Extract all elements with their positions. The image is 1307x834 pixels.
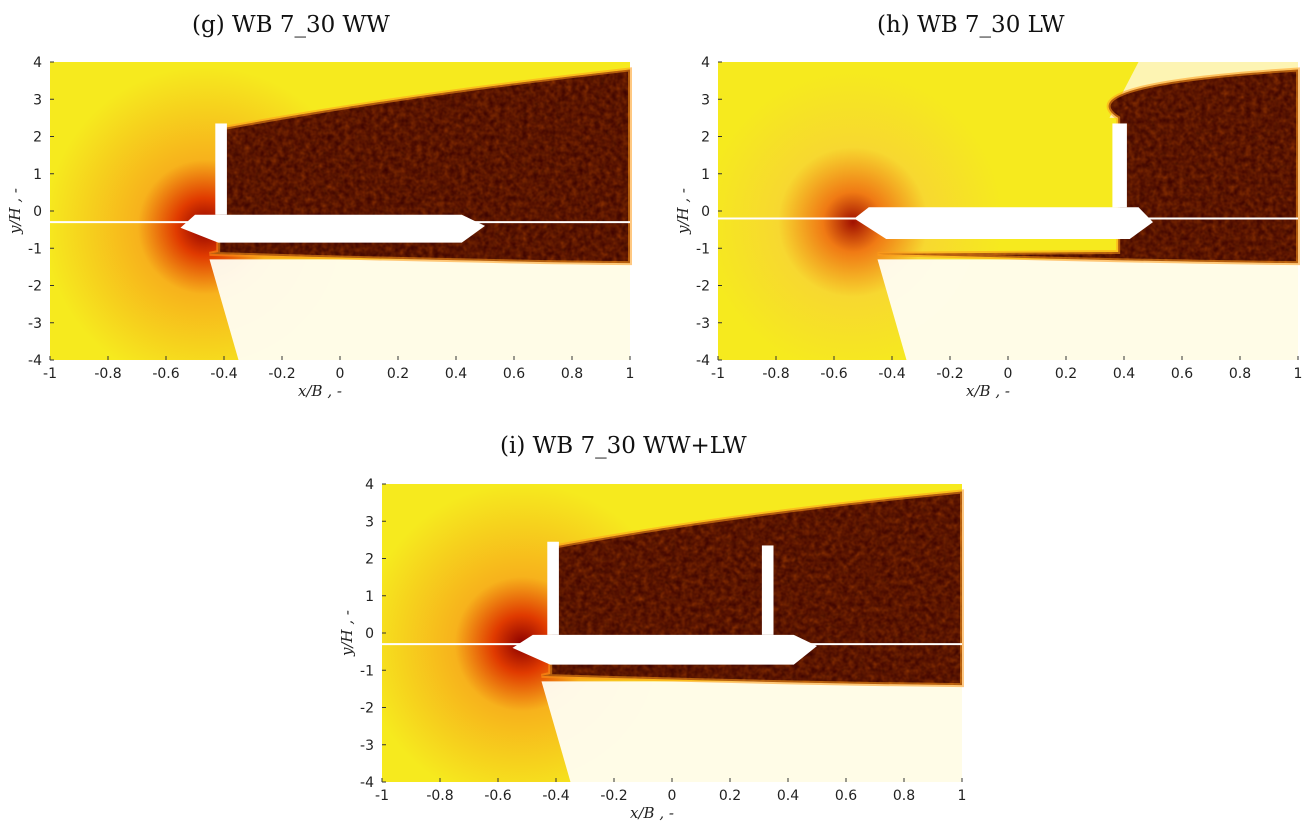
wake-edge bbox=[877, 67, 1300, 266]
y-tick-label: 3 bbox=[701, 92, 710, 108]
y-tick-label: -3 bbox=[696, 316, 710, 332]
y-tick-label: 1 bbox=[33, 167, 42, 183]
x-tick-label: 0.4 bbox=[445, 366, 467, 382]
x-tick-label: -0.8 bbox=[762, 366, 789, 382]
panel-i-title: (i) WB 7_30 WW+LW bbox=[500, 433, 747, 459]
x-tick-label: -0.2 bbox=[600, 788, 627, 804]
y-axis-label: y/H , - bbox=[6, 188, 24, 235]
wake-edge bbox=[209, 67, 632, 266]
y-tick-label: 2 bbox=[365, 552, 374, 568]
y-tick-label: -3 bbox=[28, 316, 42, 332]
fin-2 bbox=[761, 545, 774, 635]
panel-g-plot: -1 -0.8 -0.6 -0.4 -0.2 0 0.2 0.4 0.6 0.8 143210-1-… bbox=[6, 55, 635, 400]
x-tick-label: 0.2 bbox=[1055, 366, 1077, 382]
y-tick-label: -2 bbox=[696, 279, 710, 295]
y-tick-label: -2 bbox=[360, 701, 374, 717]
x-tick-label: 0.6 bbox=[1171, 366, 1193, 382]
y-tick-label: 4 bbox=[365, 477, 374, 493]
x-tick-label: -0.8 bbox=[426, 788, 453, 804]
x-axis-label: x/B , - bbox=[630, 804, 674, 822]
hull-shape bbox=[180, 214, 485, 243]
y-tick-label: -3 bbox=[360, 738, 374, 754]
y-tick-label: 0 bbox=[701, 204, 710, 220]
hull-shape bbox=[512, 634, 817, 665]
y-axis-label: y/H , - bbox=[338, 610, 356, 657]
wake-turbulence bbox=[209, 69, 630, 264]
x-tick-label: -0.4 bbox=[542, 788, 569, 804]
x-tick-label: -0.2 bbox=[936, 366, 963, 382]
y-tick-label: 4 bbox=[701, 55, 710, 71]
x-tick-label: 0.4 bbox=[777, 788, 799, 804]
y-tick-label: -4 bbox=[360, 775, 374, 791]
y-tick-label: 2 bbox=[33, 130, 42, 146]
low-velocity-region bbox=[209, 259, 630, 360]
x-tick-label: 0.6 bbox=[503, 366, 525, 382]
y-tick-label: 4 bbox=[33, 55, 42, 71]
x-tick-label: -0.4 bbox=[210, 366, 237, 382]
y-tick-label: 3 bbox=[365, 514, 374, 530]
x-tick-label: 1 bbox=[958, 788, 967, 804]
panel-i-plot: -1 -0.8 -0.6 -0.4 -0.2 0 0.2 0.4 0.6 0.8 143210-1-… bbox=[338, 477, 967, 822]
wake-turbulence bbox=[877, 69, 1298, 264]
hull-shape bbox=[854, 207, 1153, 239]
x-tick-label: 0.2 bbox=[387, 366, 409, 382]
x-tick-label: -0.6 bbox=[152, 366, 179, 382]
x-axis-label: x/B , - bbox=[298, 382, 342, 400]
y-axis-label: y/H , - bbox=[674, 188, 692, 235]
x-tick-label: 0.8 bbox=[893, 788, 915, 804]
x-tick-label: 1 bbox=[626, 366, 635, 382]
y-tick-label: -2 bbox=[28, 279, 42, 295]
x-tick-label: 0.4 bbox=[1113, 366, 1135, 382]
y-tick-label: 2 bbox=[701, 130, 710, 146]
panel-g-title: (g) WB 7_30 WW bbox=[192, 12, 390, 38]
y-tick-label: -4 bbox=[28, 353, 42, 369]
x-tick-label: -1 bbox=[375, 788, 389, 804]
y-tick-label: 0 bbox=[33, 204, 42, 220]
wake-edge bbox=[541, 489, 964, 688]
x-tick-label: -0.4 bbox=[878, 366, 905, 382]
x-tick-label: 0.6 bbox=[835, 788, 857, 804]
fin-1 bbox=[1112, 123, 1127, 208]
x-tick-label: -0.8 bbox=[94, 366, 121, 382]
low-velocity-region bbox=[541, 681, 962, 782]
y-tick-label: -4 bbox=[696, 353, 710, 369]
x-tick-label: 1 bbox=[1294, 366, 1303, 382]
y-tick-label: -1 bbox=[28, 241, 42, 257]
x-axis-label: x/B , - bbox=[966, 382, 1010, 400]
x-tick-label: 0 bbox=[1004, 366, 1013, 382]
x-tick-label: -0.6 bbox=[484, 788, 511, 804]
x-tick-label: 0 bbox=[668, 788, 677, 804]
y-tick-label: 1 bbox=[701, 167, 710, 183]
y-tick-label: -1 bbox=[360, 663, 374, 679]
x-tick-label: 0.2 bbox=[719, 788, 741, 804]
x-tick-label: -0.2 bbox=[268, 366, 295, 382]
fin-1 bbox=[215, 123, 227, 215]
x-tick-label: 0.8 bbox=[561, 366, 583, 382]
y-tick-label: 1 bbox=[365, 589, 374, 605]
y-tick-label: 0 bbox=[365, 626, 374, 642]
x-tick-label: -0.6 bbox=[820, 366, 847, 382]
x-tick-label: 0 bbox=[336, 366, 345, 382]
x-tick-label: 0.8 bbox=[1229, 366, 1251, 382]
y-tick-label: 3 bbox=[33, 92, 42, 108]
x-tick-label: -1 bbox=[43, 366, 57, 382]
fin-1 bbox=[547, 541, 559, 635]
panel-h-plot: -1 -0.8 -0.6 -0.4 -0.2 0 0.2 0.4 0.6 0.8 143210-1-… bbox=[674, 55, 1303, 400]
panel-h-title: (h) WB 7_30 LW bbox=[877, 12, 1065, 38]
low-velocity-region bbox=[877, 259, 1298, 360]
y-tick-label: -1 bbox=[696, 241, 710, 257]
x-tick-label: -1 bbox=[711, 366, 725, 382]
